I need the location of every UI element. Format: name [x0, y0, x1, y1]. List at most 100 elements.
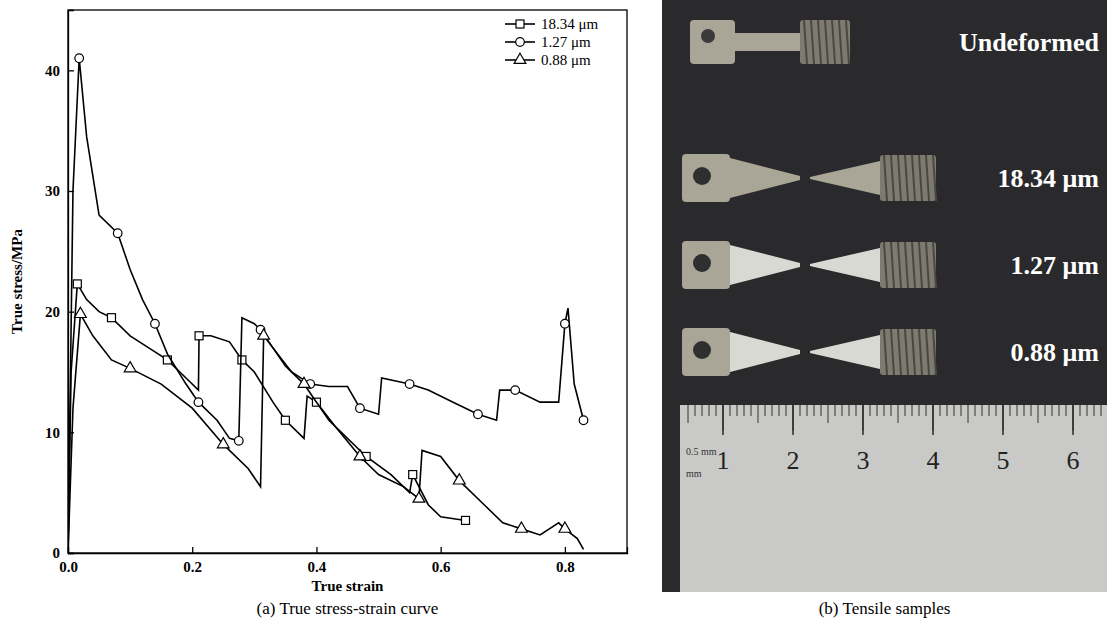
ruler-minor-tick: [884, 405, 885, 416]
sample-head: [682, 154, 730, 202]
ruler-minor-tick: [730, 405, 731, 416]
x-tick-label: 0.8: [556, 559, 575, 575]
legend-marker: [516, 38, 525, 47]
thread-ridge: [891, 242, 894, 288]
ruler-minor-tick: [842, 405, 843, 416]
data-point: [113, 229, 122, 238]
figure: 0.00.20.40.60.8010203040True strainTrue …: [0, 0, 1107, 622]
data-point: [474, 410, 483, 419]
y-tick: 20: [45, 304, 74, 320]
ruler-minor-tick: [1010, 405, 1011, 416]
data-point: [235, 436, 244, 445]
thread-ridge: [926, 155, 929, 201]
photo-caption: (b) Tensile samples: [819, 599, 951, 618]
ruler-minor-tick: [1024, 405, 1025, 416]
data-point: [561, 319, 570, 328]
x-tick: 0.8: [556, 547, 575, 575]
data-point: [453, 474, 465, 484]
x-axis-title: True strain: [312, 578, 384, 594]
y-tick: 30: [45, 183, 74, 199]
ruler-cm-tick: [862, 405, 863, 435]
ruler-minor-tick: [1066, 405, 1067, 416]
ruler-minor-tick: [877, 405, 878, 416]
ruler-minor-tick: [940, 405, 941, 416]
ruler-unit: mm: [686, 468, 702, 479]
ruler-minor-tick: [954, 405, 955, 416]
ruler-cm-tick: [792, 405, 793, 435]
samples-panel: Undeformed18.34 μm1.27 μm0.88 μm1234560.…: [662, 0, 1107, 592]
thread-ridge: [884, 329, 887, 375]
thread-ridge: [905, 155, 908, 201]
thread-ridge: [905, 242, 908, 288]
ruler-minor-tick: [975, 405, 976, 416]
legend-label: 0.88 μm: [541, 52, 591, 68]
thread-ridge: [891, 329, 894, 375]
data-point: [354, 450, 366, 460]
sample-head: [682, 241, 730, 289]
ruler-minor-tick: [856, 405, 857, 416]
ruler: 1234560.5 mmmm: [680, 405, 1107, 592]
ruler-minor-tick: [807, 405, 808, 416]
y-tick-label: 30: [45, 183, 60, 199]
sample-label: 18.34 μm: [998, 164, 1100, 193]
thread-ridge: [926, 329, 929, 375]
data-point: [107, 314, 115, 322]
x-tick-mark: [192, 547, 193, 553]
sample-hole: [693, 167, 711, 185]
x-tick-label: 0.2: [183, 559, 202, 575]
chart-caption: (a) True stress-strain curve: [257, 599, 439, 618]
data-point: [258, 329, 270, 339]
thread-ridge: [804, 20, 807, 64]
data-point: [151, 319, 160, 328]
x-tick-label: 0.6: [432, 559, 451, 575]
sample-hole: [693, 254, 711, 272]
data-point: [73, 280, 81, 288]
data-point: [238, 356, 246, 364]
ruler-number: 1: [717, 446, 730, 475]
legend-marker: [516, 20, 524, 28]
ruler-minor-tick: [821, 405, 822, 416]
ruler-minor-tick: [814, 405, 815, 416]
y-tick-mark: [68, 70, 74, 71]
ruler-minor-tick: [702, 405, 703, 416]
ruler-minor-tick: [947, 405, 948, 416]
thread-ridge: [926, 242, 929, 288]
ruler-body: [680, 405, 1107, 592]
thread-ridge: [912, 242, 915, 288]
ruler-minor-tick: [779, 405, 780, 416]
ruler-minor-tick: [961, 405, 962, 416]
legend-marker: [514, 53, 526, 63]
ruler-cm-tick: [722, 405, 723, 435]
ruler-minor-tick: [765, 405, 766, 416]
thread-ridge: [825, 20, 828, 64]
series-markers: [75, 54, 588, 445]
ruler-minor-tick: [870, 405, 871, 416]
data-point: [195, 332, 203, 340]
sample-right-half: [810, 161, 880, 195]
y-tick-label: 20: [45, 304, 60, 320]
ruler-minor-tick: [905, 405, 906, 416]
data-point: [281, 416, 289, 424]
x-tick-mark: [316, 547, 317, 553]
ruler-minor-tick: [800, 405, 801, 416]
photo-background: [662, 0, 1107, 592]
ruler-number: 4: [927, 446, 940, 475]
data-point: [559, 522, 571, 532]
thread-ridge: [933, 242, 936, 288]
y-tick-label: 40: [45, 63, 60, 79]
ruler-minor-tick: [1038, 405, 1039, 423]
thread-ridge: [839, 20, 842, 64]
plot-frame: [68, 10, 627, 553]
y-tick-label: 0: [53, 545, 61, 561]
ruler-minor-tick: [688, 405, 689, 423]
ruler-minor-tick: [737, 405, 738, 416]
thread-ridge: [912, 155, 915, 201]
ruler-minor-tick: [1059, 405, 1060, 416]
sample-head: [690, 20, 735, 64]
ruler-minor-tick: [1101, 405, 1102, 416]
legend-entry: 0.88 μm: [505, 52, 591, 68]
ruler-cm-tick: [932, 405, 933, 435]
data-point: [516, 522, 528, 532]
data-point: [511, 386, 520, 395]
ruler-minor-tick: [709, 405, 710, 416]
